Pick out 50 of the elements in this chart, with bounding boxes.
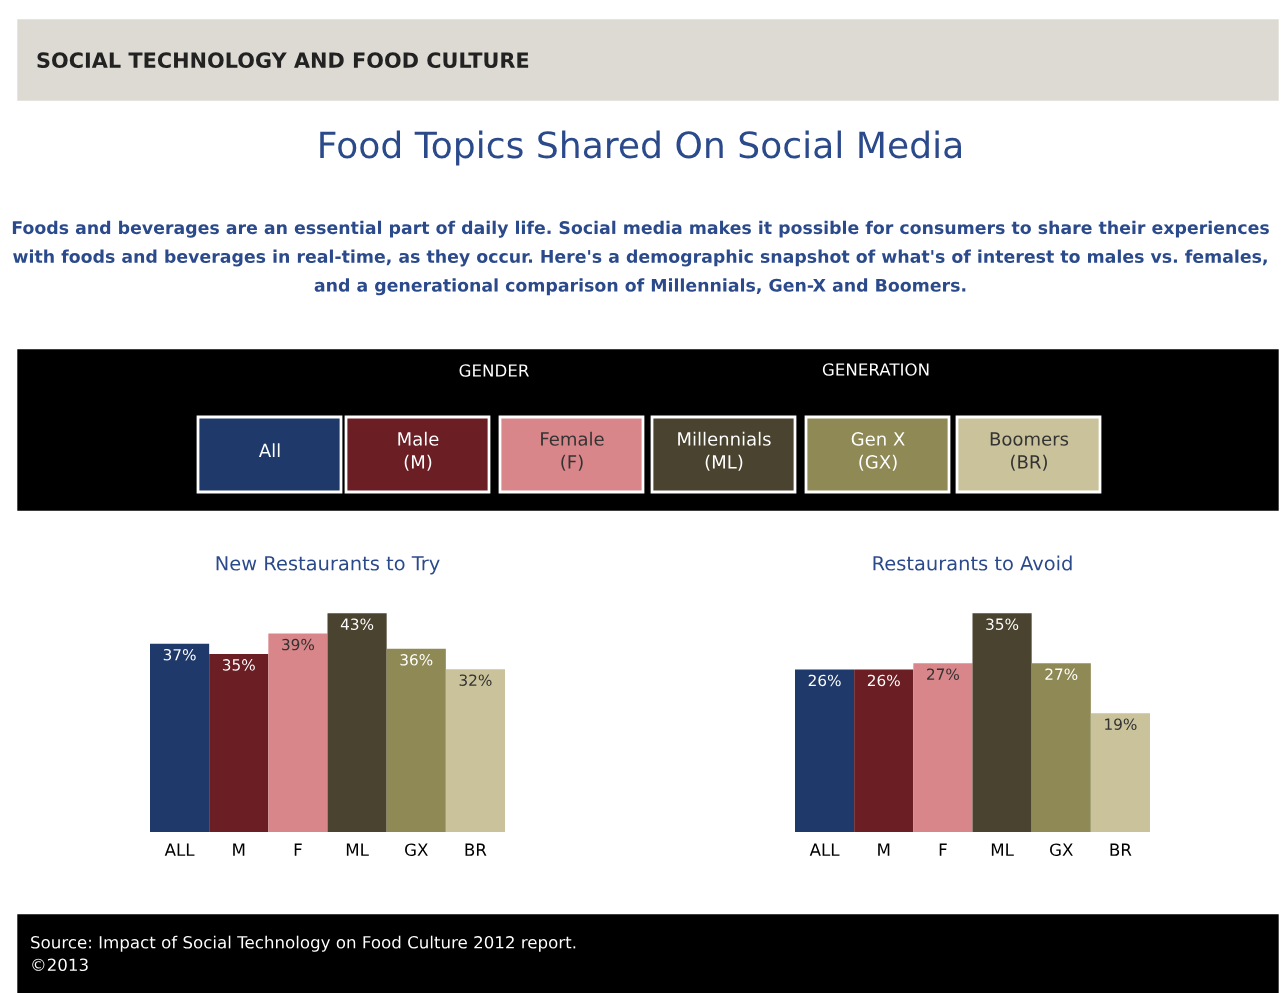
bar	[1090, 713, 1150, 832]
text: Food Topics Shared On Social Media	[320, 130, 961, 166]
data-label: 35%	[222, 659, 255, 671]
data-label: 32%	[459, 674, 492, 686]
x-tick-label: GX	[405, 843, 428, 857]
data-label: 36%	[400, 654, 433, 666]
x-tick-label: F	[939, 843, 947, 856]
x-tick-label: M	[233, 843, 245, 856]
x-tick-label: ML	[991, 843, 1014, 856]
x-tick-label: ALL	[809, 843, 840, 856]
x-tick-label: M	[878, 843, 890, 856]
x-tick-label: GX	[1050, 843, 1073, 857]
bar	[1031, 663, 1091, 832]
bar	[327, 613, 387, 832]
data-label: 37%	[163, 648, 196, 661]
bar	[209, 653, 269, 832]
text: Female (F)	[541, 431, 604, 471]
text: GENERATION	[822, 363, 929, 376]
text: SOCIAL TECHNOLOGY AND FOOD CULTURE	[37, 52, 529, 69]
x-tick-label: BR	[465, 843, 487, 856]
data-label: 35%	[986, 618, 1019, 630]
text: Millennials (ML)	[678, 431, 771, 471]
bar	[854, 669, 914, 832]
text: Male (M)	[398, 431, 439, 471]
data-label: 27%	[927, 668, 960, 680]
bar	[913, 663, 973, 832]
text: Foods and beverages are an essential part of daily life. Social media makes it possible for consumers to share their experiences with foods and beverages in real-time, as they occur. Here's a demographic snapshot of what's of interest to males vs. females, and a generational comparison of Millennials, Gen-X and Boomers.	[12, 220, 1269, 296]
bar	[972, 613, 1032, 832]
bar	[795, 669, 855, 832]
bar	[445, 669, 505, 832]
data-label: 43%	[340, 618, 374, 630]
data-label: 27%	[1045, 668, 1078, 680]
bar	[150, 643, 210, 832]
x-tick-label: ALL	[164, 843, 195, 856]
bar	[386, 648, 446, 832]
bar	[268, 633, 328, 832]
x-tick-label: ML	[346, 843, 369, 856]
text: Gen X (GX)	[851, 432, 905, 471]
text: Boomers (BR)	[990, 432, 1069, 471]
data-label: 26%	[808, 674, 841, 687]
text: GENDER	[459, 364, 529, 377]
chart-title: New Restaurants to Try	[216, 556, 440, 575]
data-label: 19%	[1105, 718, 1137, 730]
data-label: 26%	[867, 674, 900, 687]
text: All	[258, 443, 280, 457]
source-note: Source: Impact of Social Technology on Food Culture 2012 report. ©2013	[31, 935, 576, 972]
chart-title: Restaurants to Avoid	[873, 555, 1072, 571]
x-tick-label: F	[294, 843, 302, 856]
data-label: 39%	[282, 638, 315, 651]
x-tick-label: BR	[1110, 843, 1132, 856]
